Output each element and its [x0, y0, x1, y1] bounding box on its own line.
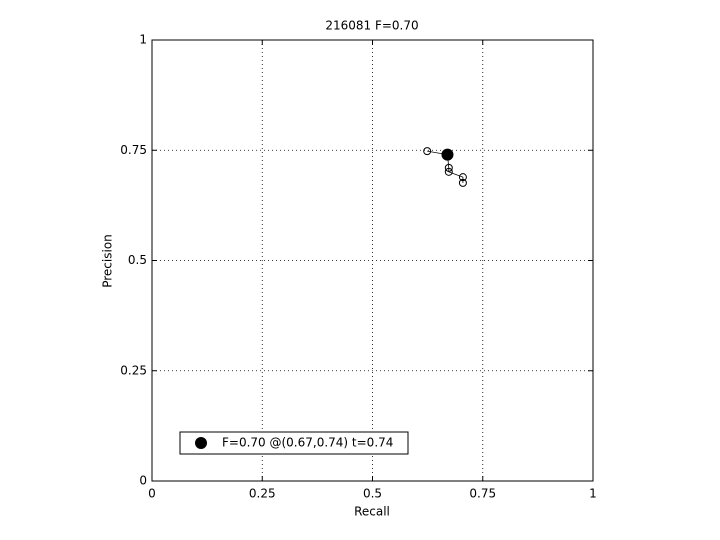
- chart-title: 216081 F=0.70: [325, 19, 418, 33]
- point: [458, 178, 467, 187]
- y-axis-label: Precision: [101, 234, 115, 288]
- point: [423, 147, 432, 156]
- y-tick-label: 0.75: [120, 143, 147, 157]
- x-tick-label: 0.25: [249, 487, 276, 501]
- axes-box: [151, 39, 594, 482]
- x-tick-label: 0: [148, 487, 156, 501]
- legend: [179, 431, 409, 455]
- y-tick-label: 1: [139, 33, 147, 47]
- x-tick-label: 1: [589, 487, 597, 501]
- x-tick-label: 0.75: [469, 487, 496, 501]
- point: [444, 167, 453, 176]
- y-tick-label: 0.25: [120, 363, 147, 377]
- point: [458, 173, 467, 182]
- point: [444, 163, 453, 172]
- y-tick-label: 0: [139, 474, 147, 488]
- x-tick-label: 0.5: [363, 487, 382, 501]
- legend-marker: [195, 437, 207, 449]
- best-point: [441, 148, 454, 161]
- x-axis-label: Recall: [354, 505, 390, 519]
- legend-label: F=0.70 @(0.67,0.74) t=0.74: [222, 436, 393, 450]
- y-tick-label: 0.5: [128, 253, 147, 267]
